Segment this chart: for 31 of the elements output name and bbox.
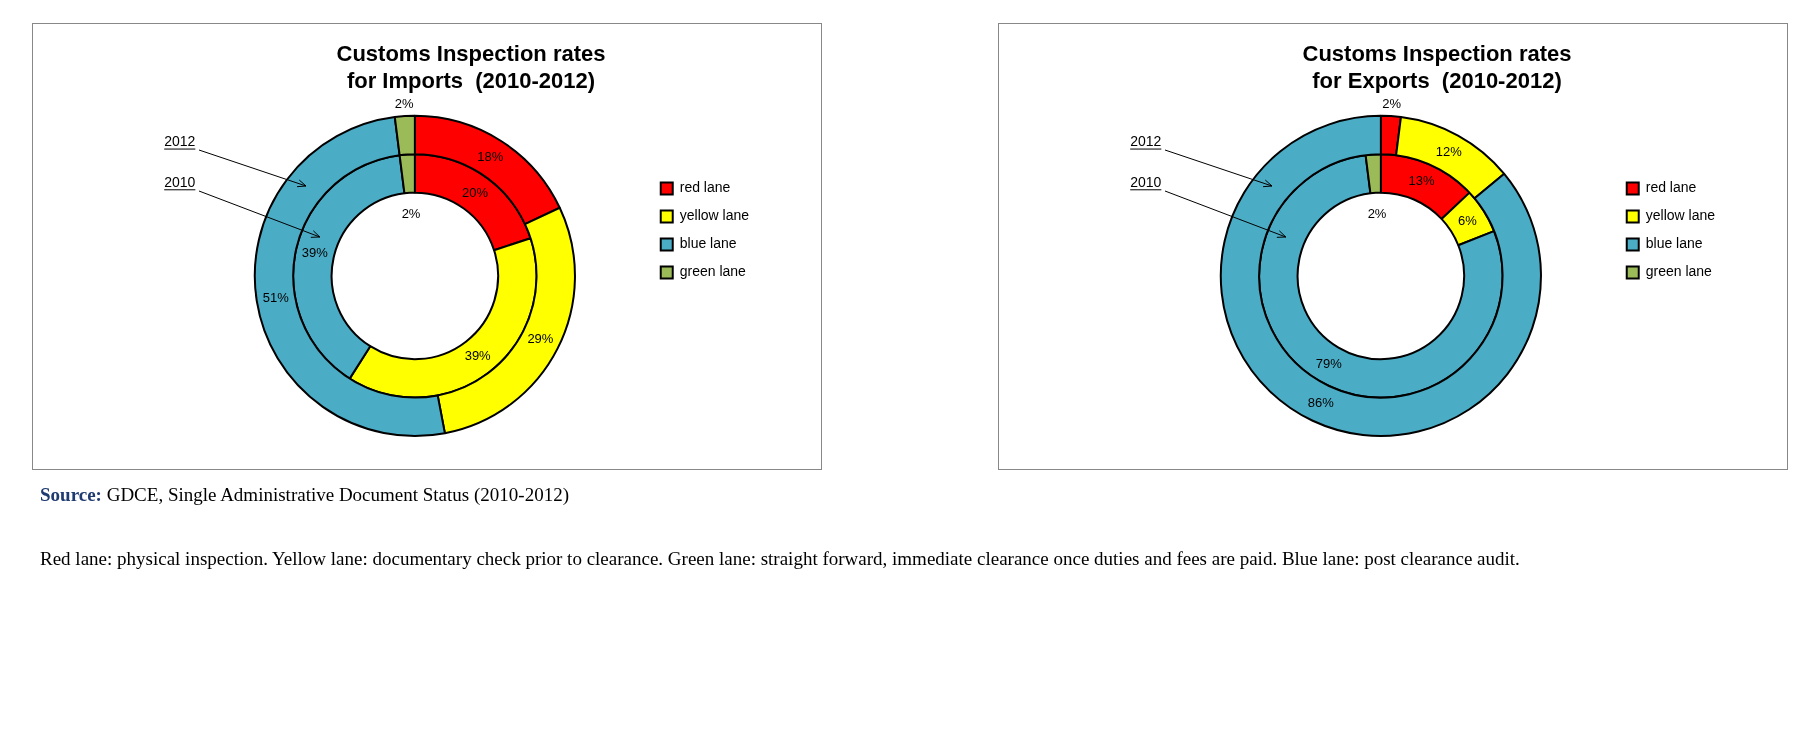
data-label: 2%: [394, 95, 414, 111]
data-label: 86%: [1307, 394, 1335, 410]
slice-label: 2010: [164, 173, 196, 190]
legend-label: green lane: [679, 263, 747, 280]
legend-label: yellow lane: [679, 207, 750, 224]
data-label: 18%: [477, 148, 504, 164]
slice-label: 2012: [164, 133, 196, 150]
slice-label: 2010: [1130, 173, 1162, 190]
data-label: 20%: [462, 184, 489, 200]
source-note: Source: GDCE, Single Administrative Document Status (2010-2012): [40, 483, 570, 507]
data-label: 51%: [262, 289, 290, 305]
chart-title: Customs Inspection rates for Imports (2010-2012): [336, 41, 606, 93]
data-label: 39%: [464, 348, 492, 364]
data-label: 29%: [527, 331, 554, 347]
data-label: 13%: [1408, 173, 1436, 189]
data-label: 6%: [1457, 212, 1478, 228]
legend-label: blue lane: [1645, 235, 1703, 252]
legend-label: blue lane: [679, 235, 737, 252]
legend-label: red lane: [1645, 179, 1697, 196]
data-label: 2%: [1367, 206, 1387, 222]
slice-label: 2012: [1130, 133, 1162, 150]
data-label: 12%: [1435, 144, 1463, 160]
data-label: 2%: [1382, 95, 1402, 111]
data-label: 39%: [301, 245, 329, 261]
chart-title: Customs Inspection rates for Exports (2010-2012): [1302, 41, 1572, 93]
legend-label: red lane: [679, 179, 731, 196]
data-label: 79%: [1315, 355, 1343, 371]
text: Red lane: physical inspection. Yellow lane: documentary check prior to clearance. Green lane: straight forward, immediate clearance once duties and fees are paid. Blue lane: post clearance audit.: [40, 547, 1521, 571]
legend-label: green lane: [1645, 263, 1713, 280]
legend-label: yellow lane: [1645, 207, 1716, 224]
data-label: 2%: [401, 206, 421, 222]
